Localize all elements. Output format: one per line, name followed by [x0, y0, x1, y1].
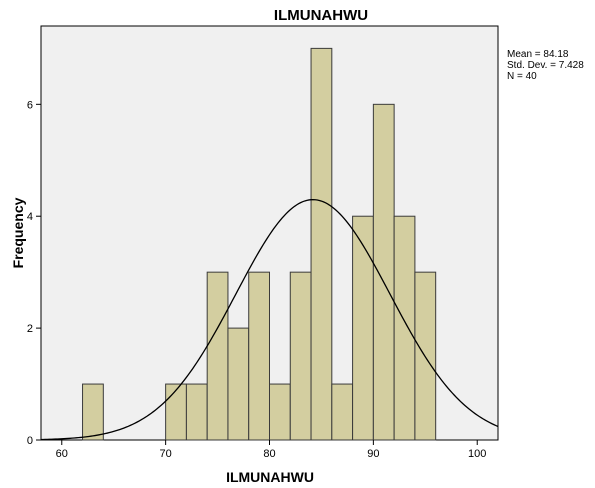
histogram-bar-12: [393, 215, 416, 441]
histogram-bar-2: [185, 383, 208, 441]
histogram-bar-3: [206, 271, 229, 441]
x-tick-label-1: 70: [160, 448, 172, 460]
axes: 0 2 4 6 60 70 80 90 100: [27, 99, 487, 460]
y-tick-label-0: 0: [27, 435, 33, 447]
histogram-bar-9: [331, 383, 354, 441]
stats-std-dev: Std. Dev. = 7.428: [507, 60, 584, 71]
x-tick-label-3: 90: [367, 448, 379, 460]
chart-title: ILMUNAHWU: [274, 7, 368, 24]
x-tick-label-4: 100: [468, 448, 486, 460]
histogram-bar-7: [289, 271, 312, 441]
stats-n: N = 40: [507, 71, 537, 82]
histogram-bar-8: [310, 47, 333, 441]
normal-curve: [40, 198, 499, 441]
x-tick-label-0: 60: [56, 448, 68, 460]
x-tick-label-2: 80: [263, 448, 275, 460]
y-tick-label-2: 4: [27, 211, 33, 223]
stats-mean: Mean = 84.18: [507, 49, 569, 60]
histogram-bar-11: [372, 103, 395, 441]
y-tick-label-1: 2: [27, 323, 33, 335]
y-axis-label: Frequency: [10, 197, 26, 268]
y-tick-label-3: 6: [27, 99, 33, 111]
histogram-bar-5: [248, 271, 271, 441]
histogram-bar-10: [352, 215, 374, 441]
histogram-bar-1: [165, 383, 187, 441]
histogram-bar-6: [269, 383, 291, 441]
bars: [82, 47, 437, 441]
histogram-bar-0: [82, 383, 104, 441]
histogram-bar-4: [227, 327, 250, 441]
x-axis-label: ILMUNAHWU: [226, 469, 314, 485]
